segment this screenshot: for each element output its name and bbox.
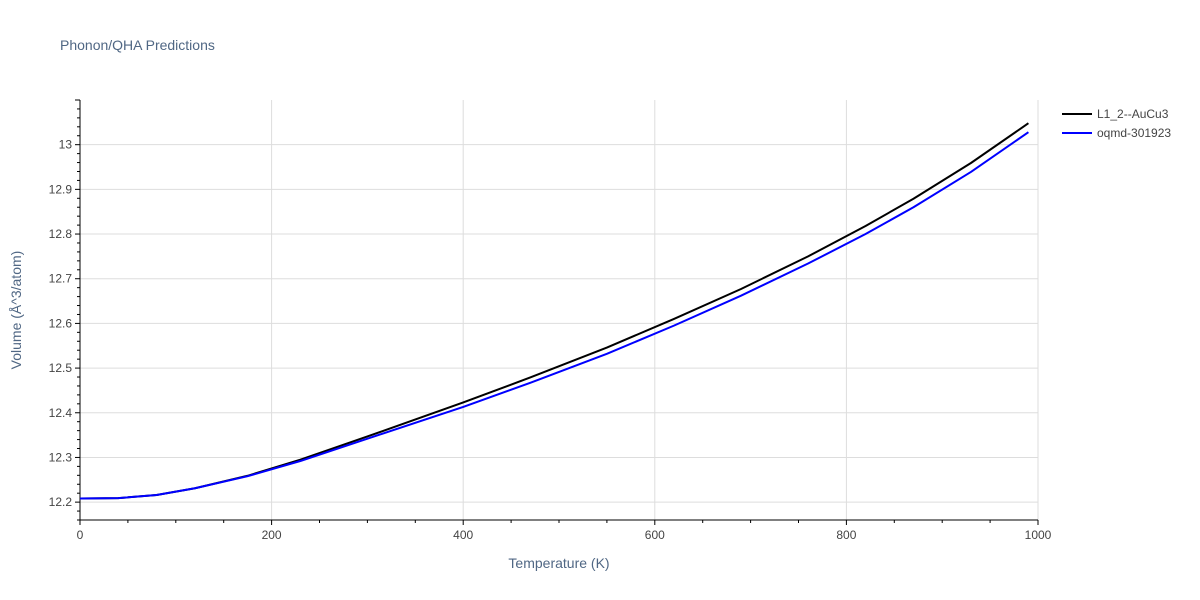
y-tick-label: 12.5: [49, 361, 73, 375]
legend-item-l12-aucu3[interactable]: L1_2--AuCu3: [1062, 107, 1169, 121]
chart-title: Phonon/QHA Predictions: [60, 37, 215, 53]
x-axis-title: Temperature (K): [508, 555, 609, 571]
x-tick-label: 600: [645, 528, 665, 542]
tick-labels: 0 200 400 600 800 1000 12.2 12.3 12.4 12.5 12.6 12.…: [49, 138, 1052, 542]
y-tick-label: 13: [59, 138, 73, 152]
y-tick-label: 12.3: [49, 450, 73, 464]
series-lines: [79, 122, 1029, 500]
x-tick-label: 800: [836, 528, 856, 542]
y-tick-label: 12.8: [49, 227, 73, 241]
axes: [75, 99, 1039, 525]
grid: [80, 100, 1039, 520]
x-tick-label: 200: [262, 528, 282, 542]
y-tick-label: 12.7: [49, 272, 73, 286]
y-tick-label: 12.6: [49, 316, 73, 330]
x-tick-label: 400: [453, 528, 473, 542]
series-line-0[interactable]: [79, 122, 1029, 500]
x-tick-label: 0: [77, 528, 84, 542]
legend[interactable]: L1_2--AuCu3 oqmd-301923: [1062, 107, 1171, 140]
legend-label: L1_2--AuCu3: [1097, 107, 1169, 121]
y-axis-title: Volume (Å^3/atom): [8, 251, 24, 370]
legend-item-oqmd-301923[interactable]: oqmd-301923: [1062, 126, 1171, 140]
series-line-1[interactable]: [79, 131, 1029, 500]
y-tick-label: 12.9: [49, 182, 73, 196]
y-tick-label: 12.2: [49, 495, 73, 509]
legend-label: oqmd-301923: [1097, 126, 1171, 140]
y-tick-label: 12.4: [49, 406, 73, 420]
x-tick-label: 1000: [1025, 528, 1052, 542]
